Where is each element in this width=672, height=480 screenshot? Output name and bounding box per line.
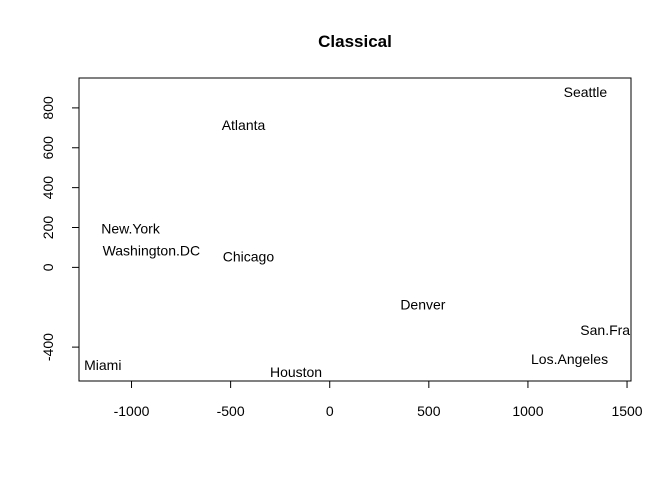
point-label: San.Francisco <box>580 322 670 338</box>
plot-area-frame <box>78 77 632 382</box>
x-tick-label: 500 <box>417 403 441 419</box>
x-axis: -1000 -500 0 500 1000 1500 <box>114 380 643 419</box>
point-label: Atlanta <box>222 117 266 133</box>
y-tick-label: 800 <box>40 96 56 120</box>
x-tick-label: -1000 <box>114 403 150 419</box>
y-tick-label: 200 <box>40 216 56 240</box>
point-label: Washington.DC <box>103 242 201 258</box>
y-tick-label: 600 <box>40 136 56 160</box>
point-labels: Seattle Atlanta New.York Washington.DC Chica… <box>84 84 670 380</box>
y-axis: -400 0 200 400 600 800 <box>40 96 80 361</box>
point-label: Los.Angeles <box>531 351 608 367</box>
point-label: Miami <box>84 357 121 373</box>
chart-title: Classical <box>318 32 392 51</box>
point-label: Chicago <box>223 248 275 264</box>
point-label: New.York <box>101 221 161 237</box>
x-tick-label: -500 <box>217 403 245 419</box>
x-tick-label: 0 <box>326 403 334 419</box>
x-tick-label: 1500 <box>611 403 642 419</box>
point-label: Denver <box>400 296 445 312</box>
y-tick-label: 0 <box>40 263 56 271</box>
x-tick-label: 1000 <box>512 403 543 419</box>
y-tick-label: -400 <box>40 333 56 361</box>
point-label: Seattle <box>564 84 608 100</box>
y-tick-label: 400 <box>40 176 56 200</box>
point-label: Houston <box>270 364 322 380</box>
